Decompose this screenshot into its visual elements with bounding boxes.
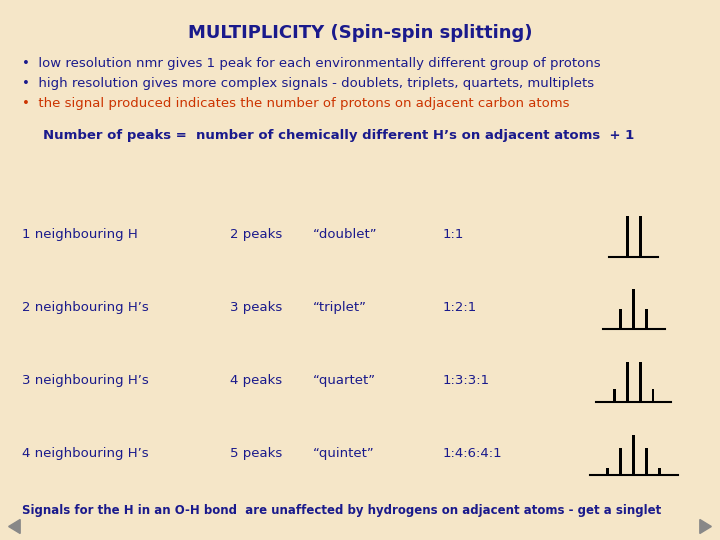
Text: 1:2:1: 1:2:1 [443,301,477,314]
Polygon shape [700,519,711,534]
FancyBboxPatch shape [613,389,616,402]
FancyBboxPatch shape [639,216,642,256]
Text: •  low resolution nmr gives 1 peak for each environmentally different group of p: • low resolution nmr gives 1 peak for ea… [22,57,600,70]
FancyBboxPatch shape [619,309,622,329]
Text: MULTIPLICITY (Spin-spin splitting): MULTIPLICITY (Spin-spin splitting) [188,24,532,42]
FancyBboxPatch shape [632,289,635,329]
Text: 1 neighbouring H: 1 neighbouring H [22,228,138,241]
FancyBboxPatch shape [606,468,609,475]
Polygon shape [9,519,20,534]
FancyBboxPatch shape [626,362,629,402]
FancyBboxPatch shape [645,309,648,329]
Text: “quintet”: “quintet” [313,447,375,460]
Text: 2 neighbouring H’s: 2 neighbouring H’s [22,301,148,314]
FancyBboxPatch shape [652,389,654,402]
Text: “doublet”: “doublet” [313,228,378,241]
Text: Signals for the H in an O-H bond  are unaffected by hydrogens on adjacent atoms : Signals for the H in an O-H bond are una… [22,504,661,517]
Text: 4 neighbouring H’s: 4 neighbouring H’s [22,447,148,460]
Text: “quartet”: “quartet” [313,374,377,387]
Text: •  high resolution gives more complex signals - doublets, triplets, quartets, mu: • high resolution gives more complex sig… [22,77,594,90]
FancyBboxPatch shape [626,216,629,256]
Text: 4 peaks: 4 peaks [230,374,282,387]
Text: •  the signal produced indicates the number of protons on adjacent carbon atoms: • the signal produced indicates the numb… [22,97,569,110]
Text: Number of peaks =  number of chemically different H’s on adjacent atoms  + 1: Number of peaks = number of chemically d… [43,129,634,141]
FancyBboxPatch shape [639,362,642,402]
Text: 3 peaks: 3 peaks [230,301,283,314]
Text: 3 neighbouring H’s: 3 neighbouring H’s [22,374,148,387]
FancyBboxPatch shape [619,448,622,475]
FancyBboxPatch shape [658,468,661,475]
Text: 1:4:6:4:1: 1:4:6:4:1 [443,447,503,460]
FancyBboxPatch shape [645,448,648,475]
Text: “triplet”: “triplet” [313,301,367,314]
Text: 5 peaks: 5 peaks [230,447,283,460]
Text: 1:3:3:1: 1:3:3:1 [443,374,490,387]
Text: 2 peaks: 2 peaks [230,228,283,241]
Text: 1:1: 1:1 [443,228,464,241]
FancyBboxPatch shape [632,435,635,475]
